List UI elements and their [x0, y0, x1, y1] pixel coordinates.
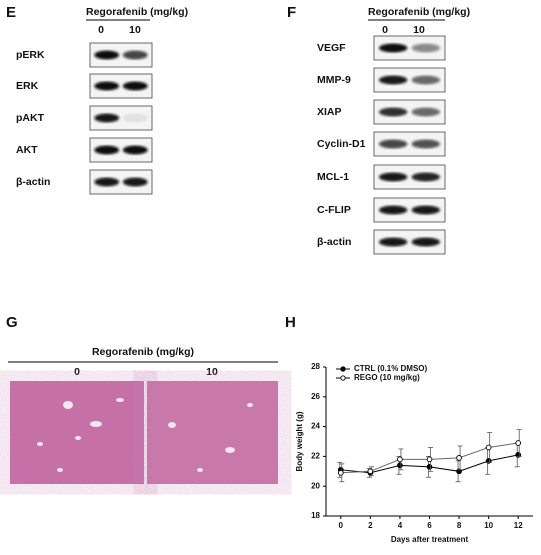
x-tick-label: 4	[398, 521, 403, 530]
blot-band	[411, 75, 441, 85]
blot-band	[94, 145, 120, 155]
data-point	[456, 455, 462, 461]
data-point	[337, 469, 344, 476]
blot-band	[122, 113, 148, 123]
blot-band	[378, 43, 408, 53]
panel-letter: F	[287, 4, 296, 21]
blot-band	[122, 145, 148, 155]
data-point	[397, 456, 403, 463]
y-tick-label: 24	[311, 422, 320, 431]
panel-letter: H	[285, 314, 296, 331]
protein-label: VEGF	[317, 42, 346, 54]
blot-band	[94, 177, 120, 187]
y-axis-label: Body weight (g)	[295, 411, 304, 471]
legend-label: REGO (10 mg/kg)	[354, 373, 420, 382]
blot-band	[94, 50, 120, 60]
blot-band	[411, 139, 441, 149]
blot-band	[411, 43, 441, 53]
blot-band	[411, 237, 441, 247]
blot-band	[122, 50, 148, 60]
protein-label: pERK	[16, 49, 45, 61]
x-tick-label: 12	[514, 521, 523, 530]
y-tick-label: 28	[311, 362, 320, 371]
dose-label: 0	[382, 24, 388, 36]
x-tick-label: 0	[339, 521, 344, 530]
dose-label: 10	[129, 24, 141, 36]
protein-label: MCL-1	[317, 171, 349, 183]
blot-band	[94, 113, 120, 123]
blot-band	[122, 177, 148, 187]
dose-label: 10	[206, 366, 218, 378]
blot-band	[378, 172, 408, 182]
blot-band	[411, 205, 441, 215]
protein-label: β-actin	[317, 236, 351, 248]
protein-label: XIAP	[317, 106, 342, 118]
blot-band	[378, 139, 408, 149]
x-tick-label: 6	[427, 521, 432, 530]
histology-image	[10, 381, 144, 484]
y-tick-label: 26	[311, 392, 320, 401]
y-tick-label: 22	[311, 452, 320, 461]
blot-band	[94, 81, 120, 91]
x-tick-label: 10	[484, 521, 493, 530]
panel-letter: G	[6, 314, 18, 331]
protein-label: pAKT	[16, 112, 45, 124]
blot-band	[378, 107, 408, 117]
x-tick-label: 8	[457, 521, 462, 530]
blot-band	[378, 75, 408, 85]
blot-band	[122, 81, 148, 91]
treatment-label: Regorafenib (mg/kg)	[368, 6, 470, 18]
data-point	[426, 456, 433, 463]
y-tick-label: 18	[311, 511, 320, 520]
data-point	[426, 463, 433, 470]
blot-band	[378, 205, 408, 215]
legend-marker	[340, 375, 346, 381]
y-tick-label: 20	[311, 481, 320, 490]
data-point	[485, 444, 492, 451]
legend-label: CTRL (0.1% DMSO)	[354, 364, 428, 373]
protein-label: MMP-9	[317, 74, 351, 86]
x-axis-label: Days after treatment	[391, 535, 469, 544]
data-point	[367, 468, 374, 475]
protein-label: Cyclin-D1	[317, 138, 366, 150]
data-point	[515, 440, 522, 446]
legend-marker	[340, 366, 346, 372]
protein-label: C-FLIP	[317, 204, 351, 216]
dose-label: 0	[98, 24, 104, 36]
protein-label: ERK	[16, 80, 39, 92]
blot-band	[411, 172, 441, 182]
protein-label: AKT	[16, 144, 38, 156]
dose-label: 10	[413, 24, 425, 36]
histology-image	[147, 381, 278, 484]
treatment-label: Regorafenib (mg/kg)	[86, 6, 188, 18]
dose-label: 0	[74, 366, 80, 378]
panel-letter: E	[6, 4, 16, 21]
protein-label: β-actin	[16, 176, 50, 188]
data-point	[397, 462, 403, 469]
treatment-label: Regorafenib (mg/kg)	[92, 346, 194, 358]
x-tick-label: 2	[368, 521, 373, 530]
blot-band	[378, 237, 408, 247]
blot-band	[411, 107, 441, 117]
